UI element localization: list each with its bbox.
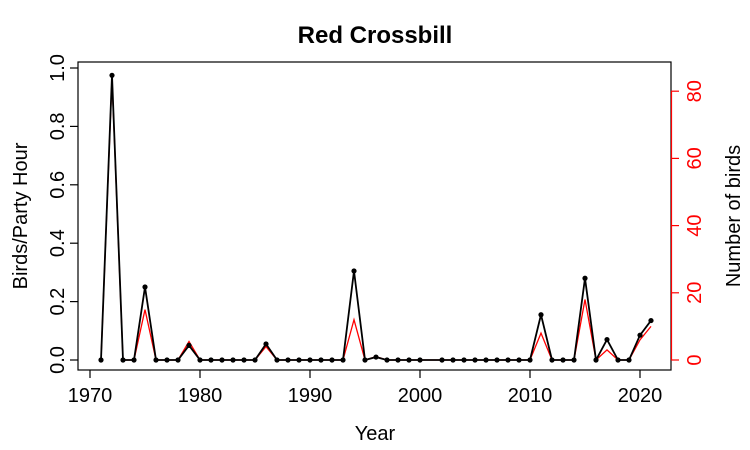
y-axis-right: 0 20 40 60 80 — [670, 80, 706, 366]
data-point — [395, 357, 401, 363]
data-point — [340, 357, 346, 363]
data-point — [406, 357, 412, 363]
data-point — [593, 357, 599, 363]
series-layer — [98, 72, 654, 363]
data-point — [263, 341, 269, 347]
data-point — [252, 357, 258, 363]
data-point — [648, 317, 654, 324]
data-point — [582, 275, 588, 281]
data-point — [373, 354, 379, 360]
x-tick-label: 2020 — [618, 385, 663, 407]
data-point — [98, 357, 104, 363]
x-tick-label: 1990 — [288, 385, 333, 407]
data-point — [109, 72, 115, 78]
data-point — [472, 357, 478, 363]
data-point — [483, 357, 489, 363]
y2-tick-label: 80 — [684, 80, 706, 102]
x-tick-label: 1980 — [178, 385, 223, 407]
data-point — [307, 357, 313, 363]
data-point — [175, 357, 181, 363]
data-point — [626, 357, 632, 363]
data-point — [274, 357, 280, 363]
data-point — [208, 357, 214, 363]
data-point — [219, 357, 225, 363]
data-point — [384, 357, 390, 363]
chart-title: Red Crossbill — [298, 22, 453, 49]
x-tick-label: 2000 — [398, 385, 443, 407]
y2-tick-label: 60 — [684, 147, 706, 169]
x-tick-label: 1970 — [68, 385, 113, 407]
x-axis: 1970 1980 1990 2000 2010 2020 — [68, 370, 663, 407]
data-point — [560, 357, 566, 363]
data-point — [351, 268, 357, 274]
y-axis-left: 0.0 0.2 0.4 0.6 0.8 1.0 — [47, 54, 78, 374]
x-tick-label: 2010 — [508, 385, 553, 407]
data-point — [296, 357, 302, 363]
data-point — [615, 357, 621, 363]
data-point — [241, 357, 247, 363]
series-line-left — [100, 75, 652, 363]
data-point — [637, 332, 643, 338]
x-axis-title: Year — [355, 423, 396, 445]
data-point — [142, 284, 148, 290]
y2-tick-label: 20 — [684, 282, 706, 304]
y-tick-label: 0.2 — [47, 288, 69, 316]
data-point — [318, 357, 324, 363]
data-point — [362, 357, 368, 363]
data-point — [538, 312, 544, 318]
data-point — [131, 357, 137, 363]
data-point — [516, 357, 522, 363]
y2-tick-label: 0 — [684, 354, 706, 365]
data-point — [197, 357, 203, 363]
data-point — [164, 357, 170, 363]
series-line-right — [100, 77, 652, 362]
data-point — [230, 357, 236, 363]
data-point — [439, 357, 445, 363]
data-point — [549, 357, 555, 363]
data-point — [329, 357, 335, 363]
data-point — [153, 357, 159, 363]
y-axis-title-right: Number of birds — [723, 145, 745, 287]
y-tick-label: 0.8 — [47, 112, 69, 140]
data-point — [494, 357, 500, 363]
y-tick-label: 0.0 — [47, 346, 69, 374]
data-point — [285, 357, 291, 363]
data-point — [571, 357, 577, 363]
data-point — [527, 357, 533, 363]
plot-frame — [77, 61, 672, 371]
data-point — [450, 357, 456, 363]
y2-tick-label: 40 — [684, 214, 706, 236]
data-point — [604, 336, 610, 343]
y-axis-title-left: Birds/Party Hour — [10, 142, 32, 289]
data-point — [417, 357, 423, 363]
data-point — [505, 357, 511, 363]
data-point — [186, 342, 192, 348]
y-tick-label: 1.0 — [47, 54, 69, 82]
data-point — [120, 357, 126, 363]
y-tick-label: 0.6 — [47, 171, 69, 199]
y-tick-label: 0.4 — [47, 229, 69, 257]
data-point — [461, 357, 467, 363]
